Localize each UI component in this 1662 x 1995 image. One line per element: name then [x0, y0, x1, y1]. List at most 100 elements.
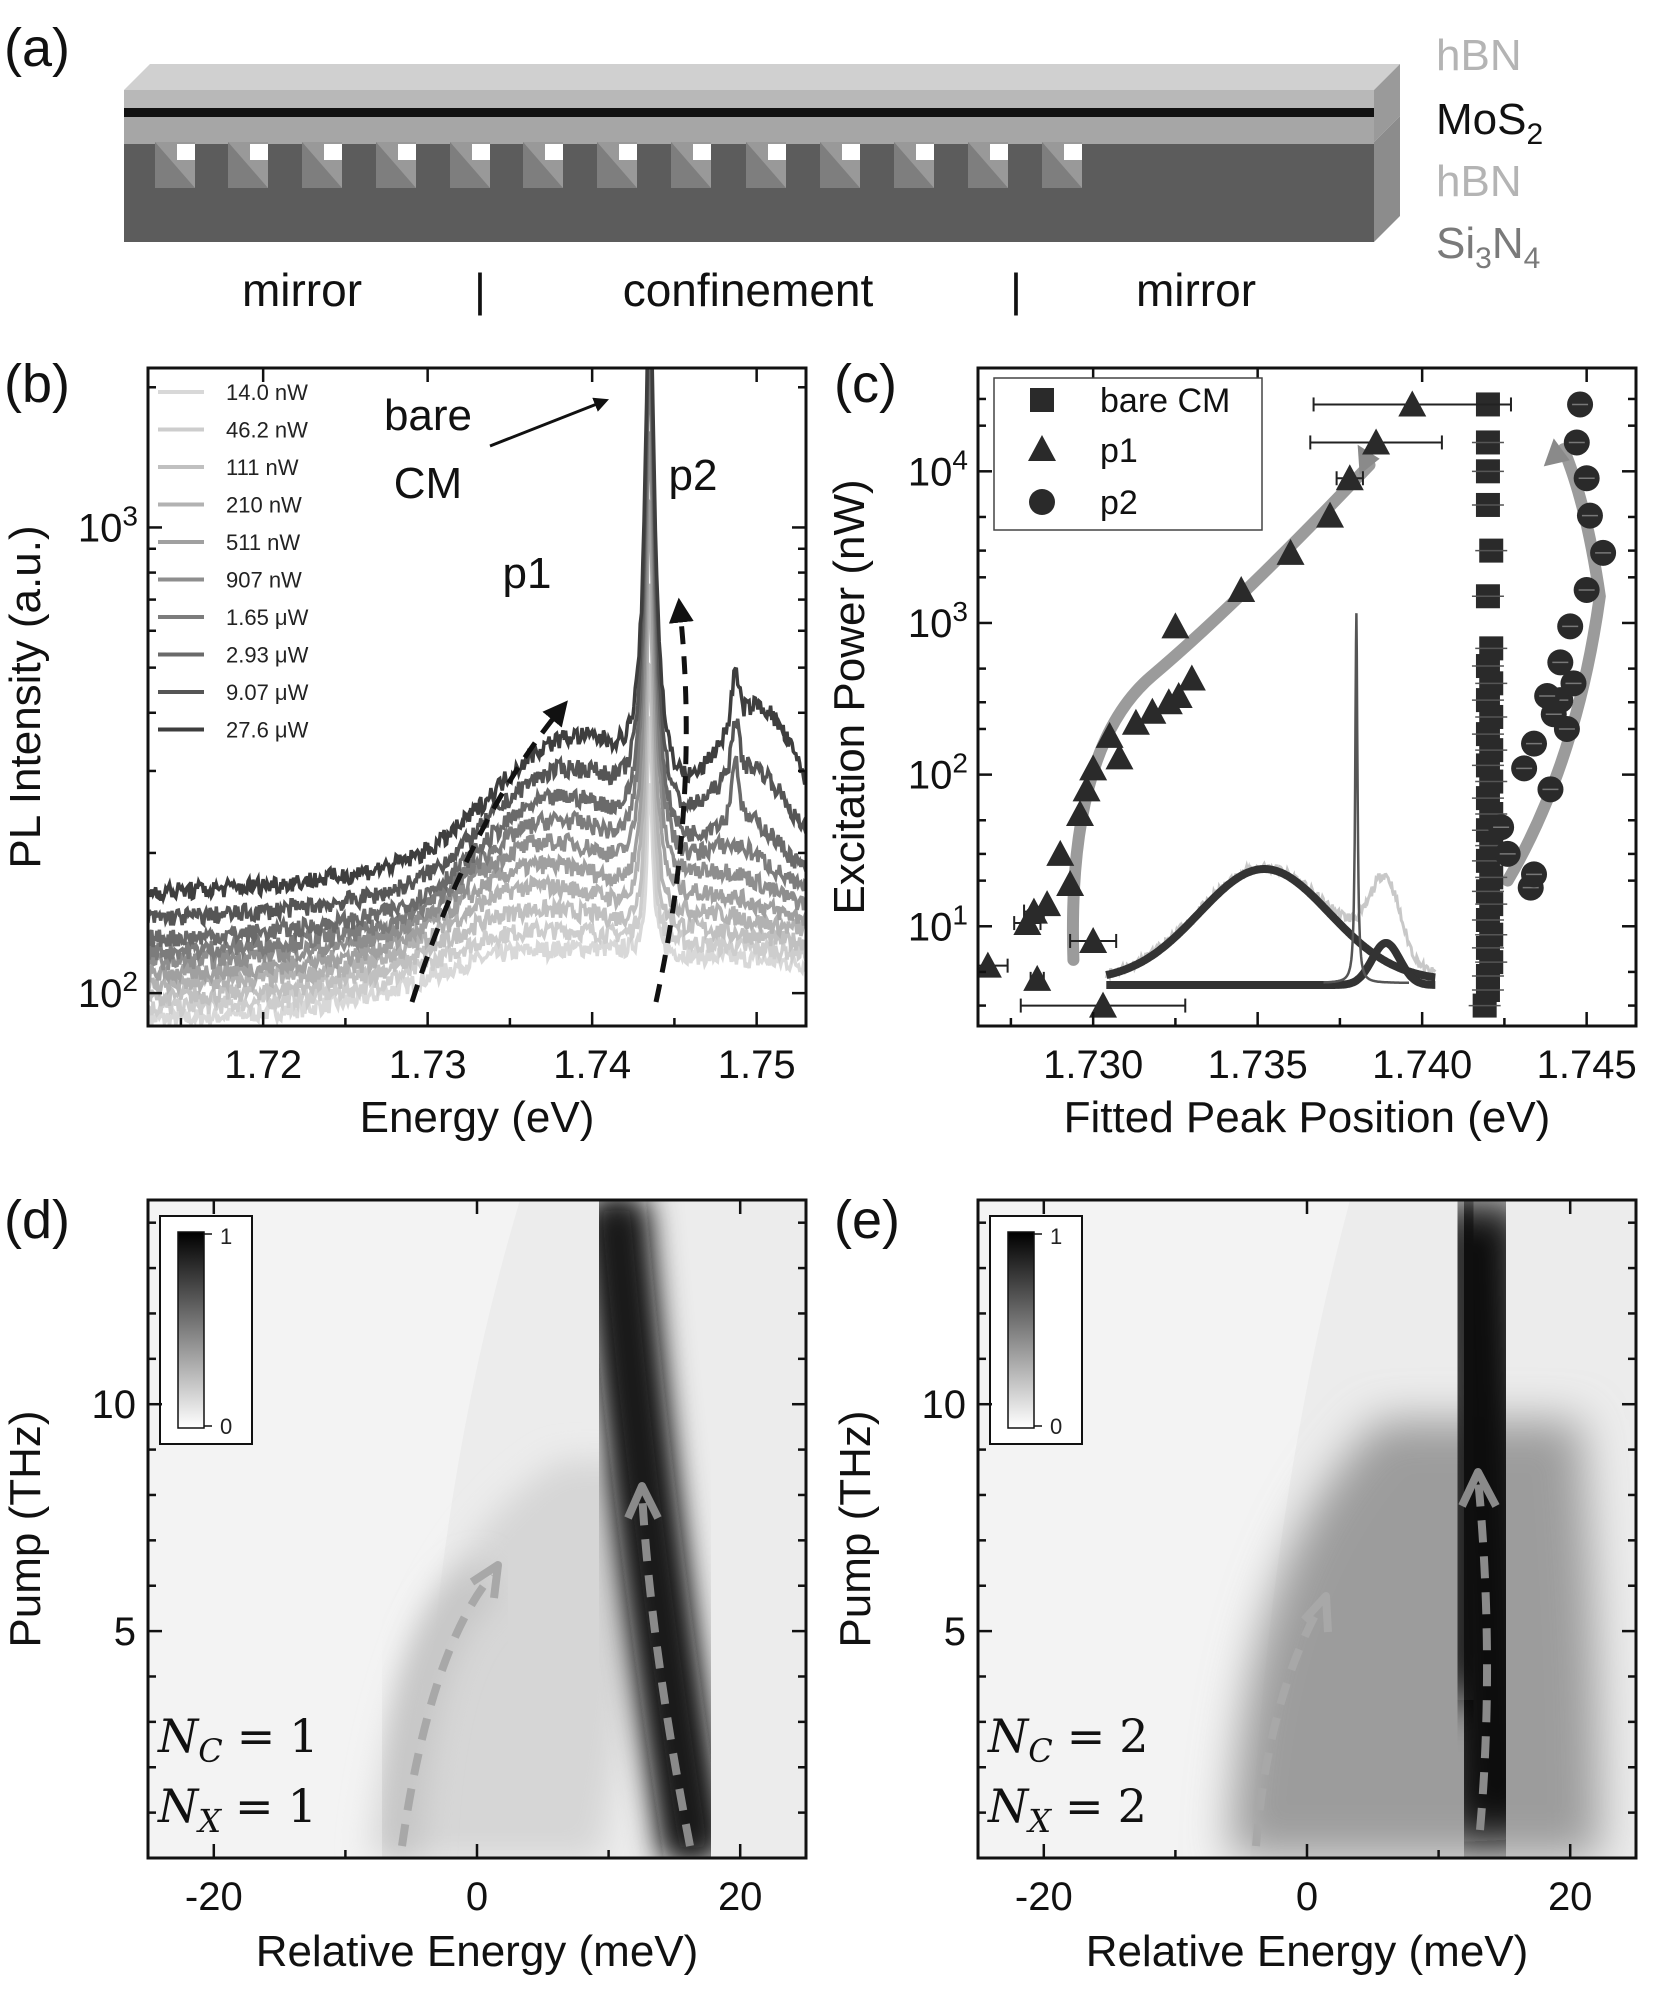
- p1-point-18: [1177, 664, 1206, 691]
- colorbar-d: 1 0: [159, 1215, 253, 1445]
- p1-point-25: [1398, 390, 1427, 417]
- device-top-hbn: [124, 90, 1374, 108]
- pl-series-9: [148, 368, 806, 905]
- heatmap-d-y-axis-label: Pump (THz): [1, 1410, 50, 1647]
- region-mirror-right: mirror: [1136, 264, 1256, 316]
- pl-legend-label-1: 46.2 nW: [226, 418, 308, 443]
- pl-annotations: bare CM p1 p2: [384, 391, 718, 1003]
- peak-ytick-label-0: 101: [908, 899, 968, 949]
- pc-hole-gap-10: [916, 144, 934, 160]
- pc-hole-gap-5: [545, 144, 563, 160]
- peak-x-axis-label: Fitted Peak Position (eV): [1064, 1093, 1551, 1142]
- p1-point-3: [1079, 926, 1108, 953]
- panel-label-c: (c): [834, 354, 897, 414]
- legend-p1: p1: [1100, 432, 1138, 470]
- pl-xtick-label-2: 1.74: [553, 1043, 631, 1087]
- pc-hole-gap-9: [842, 144, 860, 160]
- layer-label-bottom-hbn: hBN: [1436, 157, 1522, 206]
- peak-y-axis-label: Excitation Power (nW): [825, 479, 874, 914]
- heatmap-e-x-axis-label: Relative Energy (meV): [1086, 1927, 1529, 1976]
- panel-label-a: (a): [4, 18, 70, 78]
- colorbar-e-max: 1: [1050, 1224, 1062, 1249]
- svg-text:NX=2: NX = 2: [987, 1779, 1147, 1840]
- legend-bare-cm: bare CM: [1100, 382, 1230, 420]
- heatmap-d-xtick-label-0: -20: [185, 1875, 243, 1919]
- pl-axis-ticks: 1.72 1.73 1.74 1.75 102 103: [78, 368, 806, 1087]
- heatmap-e-ytick-label-0: 5: [944, 1610, 966, 1654]
- device-substrate-side: [1374, 116, 1400, 242]
- region-labels: mirror | confinement | mirror: [242, 264, 1256, 316]
- pl-xtick-label-3: 1.75: [718, 1043, 796, 1087]
- p1-point-5: [1019, 897, 1048, 924]
- heatmap-d-arrows: [398, 1482, 694, 1847]
- device-top-face: [124, 64, 1400, 90]
- pc-hole-gap-8: [768, 144, 786, 160]
- peak-axis-ticks: 1.730 1.735 1.740 1.745 101 102 103 104: [908, 368, 1637, 1087]
- colorbar-e-min: 0: [1050, 1414, 1062, 1439]
- region-confinement: confinement: [623, 264, 874, 316]
- pl-xtick-label-0: 1.72: [224, 1043, 302, 1087]
- p2-dashed-arrow: [653, 597, 694, 1003]
- pc-hole-gap-6: [619, 144, 637, 160]
- pl-series-4: [148, 495, 806, 986]
- label-d-nc-nx: NC = 1 NX = 1: [157, 1709, 319, 1840]
- peak-xtick-label-2: 1.740: [1372, 1043, 1472, 1087]
- device-bottom-hbn: [124, 116, 1374, 144]
- p1-point-19: [1161, 612, 1190, 639]
- pl-y-axis-label: PL Intensity (a.u.): [1, 525, 50, 868]
- pl-series-1: [148, 715, 806, 1020]
- peak-xtick-label-3: 1.745: [1537, 1043, 1637, 1087]
- pc-hole-gap-4: [472, 144, 490, 160]
- svg-text:NC=2: NC = 2: [987, 1709, 1149, 1770]
- heatmap-d-xtick-label-2: 20: [718, 1875, 763, 1919]
- panel-b-pl-spectra: (b) 14.0 nW 46.2 nW 111 nW 210 nW 511 nW 907 …: [1, 354, 808, 1142]
- p1-point-2: [1023, 964, 1052, 991]
- pl-series-8: [148, 368, 806, 929]
- pl-xtick-label-1: 1.73: [389, 1043, 467, 1087]
- p1-point-20: [1227, 575, 1256, 602]
- pl-plot-frame: [146, 366, 808, 1028]
- p1-point-21: [1276, 538, 1305, 565]
- p1-point-9: [1065, 799, 1094, 826]
- annotation-p2: p2: [669, 451, 718, 500]
- pl-ytick-label-0: 102: [78, 966, 138, 1016]
- heatmap-e-xtick-label-1: 0: [1296, 1875, 1318, 1919]
- peak-plot-frame: [976, 366, 1638, 1028]
- pl-legend-label-2: 111 nW: [226, 455, 299, 480]
- p1-point-7: [1056, 870, 1085, 897]
- peak-ytick-label-3: 104: [908, 444, 968, 494]
- heatmap-d-ytick-label-0: 5: [114, 1610, 136, 1654]
- pl-legend-label-7: 2.93 μW: [226, 643, 309, 668]
- legend-circle-marker: [1029, 489, 1055, 515]
- bare-cm-arrow: [489, 397, 609, 448]
- panel-label-b: (b): [4, 354, 70, 414]
- pl-ytick-label-1: 103: [78, 500, 138, 550]
- panel-label-d: (d): [4, 1190, 70, 1250]
- p1-trend-arrowhead: [1357, 444, 1380, 475]
- heatmap-e-xtick-label-0: -20: [1015, 1875, 1073, 1919]
- annotation-bare: bare: [384, 391, 472, 440]
- heatmap-d-xtick-label-1: 0: [466, 1875, 488, 1919]
- pl-x-axis-label: Energy (eV): [360, 1093, 595, 1142]
- heatmap-e-ytick-label-1: 10: [922, 1383, 967, 1427]
- photonic-crystal-holes: [155, 142, 1082, 188]
- p1-point-6: [1033, 890, 1062, 917]
- layer-label-si3n4: Si3N4: [1436, 219, 1540, 275]
- p2-trend-guide: [1501, 443, 1606, 887]
- p1-point-13: [1095, 721, 1124, 748]
- legend-square-marker: [1030, 388, 1054, 412]
- heatmap-d: [148, 1200, 806, 1858]
- peak-ytick-label-1: 102: [908, 748, 968, 798]
- peak-xtick-label-0: 1.730: [1043, 1043, 1143, 1087]
- label-e-nc-nx: NC = 2 NX = 2: [987, 1709, 1149, 1840]
- heatmap-d-frame: [146, 1198, 808, 1860]
- svg-text:NX=1: NX = 1: [157, 1779, 317, 1840]
- colorbar-e: 1 0: [989, 1215, 1083, 1445]
- p2-trend-arrowhead: [1543, 438, 1570, 467]
- p1-point-12: [1105, 743, 1134, 770]
- pc-hole-gap-7: [693, 144, 711, 160]
- pl-legend-label-0: 14.0 nW: [226, 380, 308, 405]
- annotation-cm: CM: [394, 459, 462, 508]
- svg-text:NC=1: NC = 1: [157, 1709, 319, 1770]
